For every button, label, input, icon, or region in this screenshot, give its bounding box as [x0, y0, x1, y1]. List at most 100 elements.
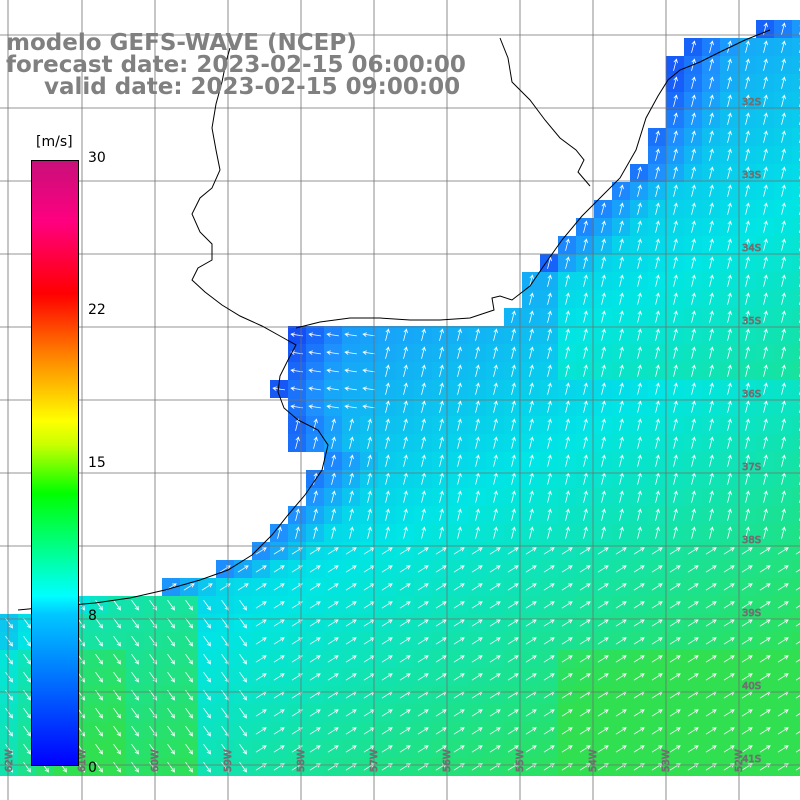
- wind-arrow: [763, 382, 768, 395]
- wind-arrow: [741, 619, 753, 627]
- wind-arrow: [403, 490, 408, 503]
- wind-cell: [792, 344, 800, 362]
- wind-arrow: [345, 619, 357, 627]
- wind-arrow: [777, 619, 789, 627]
- wind-arrow: [471, 601, 483, 609]
- wind-arrow: [745, 490, 750, 503]
- wind-arrow: [597, 565, 609, 573]
- wind-arrow: [399, 547, 411, 555]
- wind-arrow: [637, 400, 642, 413]
- wind-arrow: [453, 565, 465, 573]
- wind-arrow: [349, 454, 354, 467]
- wind-arrow: [745, 220, 750, 233]
- wind-arrow: [655, 238, 660, 251]
- wind-arrow: [543, 655, 555, 663]
- wind-arrow: [561, 565, 573, 573]
- wind-arrow: [727, 148, 732, 161]
- wind-arrow: [399, 601, 411, 609]
- wind-arrow: [637, 382, 642, 395]
- wind-arrow: [727, 400, 732, 413]
- wind-arrow: [471, 565, 483, 573]
- wind-arrow: [709, 220, 714, 233]
- wind-arrow: [381, 547, 393, 555]
- wind-arrow: [741, 745, 753, 753]
- wind-arrow: [601, 310, 606, 323]
- wind-arrow: [511, 364, 516, 377]
- wind-arrow: [95, 761, 103, 773]
- wind-arrow: [344, 350, 357, 355]
- wind-arrow: [167, 653, 175, 665]
- wind-cell: [792, 362, 800, 380]
- wind-arrow: [471, 619, 483, 627]
- wind-arrow: [471, 583, 483, 591]
- wind-arrow: [529, 526, 534, 539]
- wind-arrow: [23, 743, 31, 755]
- wind-arrow: [185, 617, 193, 629]
- wind-arrow: [651, 727, 663, 735]
- wind-arrow: [777, 655, 789, 663]
- wind-arrow: [709, 310, 714, 323]
- wind-arrow: [763, 112, 768, 125]
- wind-arrow: [273, 565, 285, 573]
- wind-arrow: [273, 673, 285, 681]
- wind-arrow: [326, 332, 339, 337]
- wind-arrow: [255, 565, 267, 573]
- wind-arrow: [313, 418, 318, 431]
- wind-arrow: [475, 382, 480, 395]
- wind-arrow: [579, 727, 591, 735]
- wind-arrow: [723, 727, 735, 735]
- wind-arrow: [237, 583, 249, 591]
- wind-arrow: [637, 202, 642, 215]
- wind-arrow: [471, 727, 483, 735]
- wind-arrow: [565, 436, 570, 449]
- wind-arrow: [795, 731, 800, 735]
- wind-arrow: [795, 749, 800, 753]
- wind-arrow: [457, 526, 462, 539]
- wind-arrow: [741, 655, 753, 663]
- wind-arrow: [651, 637, 663, 645]
- wind-arrow: [344, 368, 357, 373]
- wind-arrow: [633, 619, 645, 627]
- wind-arrow: [727, 40, 732, 53]
- wind-arrow: [309, 745, 321, 753]
- wind-arrow: [421, 328, 426, 341]
- wind-arrow: [777, 673, 789, 681]
- wind-arrow: [493, 508, 498, 521]
- wind-arrow: [673, 76, 678, 89]
- wind-arrow: [547, 418, 552, 431]
- wind-arrow: [439, 490, 444, 503]
- wind-arrow: [655, 328, 660, 341]
- wind-cell: [792, 452, 800, 470]
- wind-arrow: [777, 583, 789, 591]
- wind-arrow: [255, 601, 267, 609]
- wind-arrow: [471, 547, 483, 555]
- wind-arrow: [417, 601, 429, 609]
- wind-arrow: [637, 526, 642, 539]
- wind-arrow: [561, 745, 573, 753]
- wind-arrow: [601, 202, 606, 215]
- wind-arrow: [673, 112, 678, 125]
- wind-arrow: [507, 583, 519, 591]
- wind-arrow: [709, 346, 714, 359]
- wind-arrow: [637, 436, 642, 449]
- wind-arrow: [23, 653, 31, 665]
- wind-arrow: [185, 725, 193, 737]
- wind-cell: [792, 308, 800, 326]
- wind-arrow: [745, 202, 750, 215]
- wind-arrow: [745, 130, 750, 143]
- wind-arrow: [453, 745, 465, 753]
- wind-arrow: [691, 166, 696, 179]
- wind-arrow: [421, 382, 426, 395]
- longitude-label: 54W: [588, 749, 599, 772]
- wind-arrow: [435, 673, 447, 681]
- wind-arrow: [331, 454, 336, 467]
- wind-cell: [792, 434, 800, 452]
- wind-arrow: [543, 619, 555, 627]
- wind-arrow: [327, 547, 339, 555]
- wind-arrow: [113, 761, 121, 773]
- wind-arrow: [781, 436, 786, 449]
- wind-arrow: [203, 599, 211, 611]
- longitude-label: 62W: [4, 749, 15, 772]
- wind-arrow: [131, 617, 139, 629]
- wind-arrow: [525, 727, 537, 735]
